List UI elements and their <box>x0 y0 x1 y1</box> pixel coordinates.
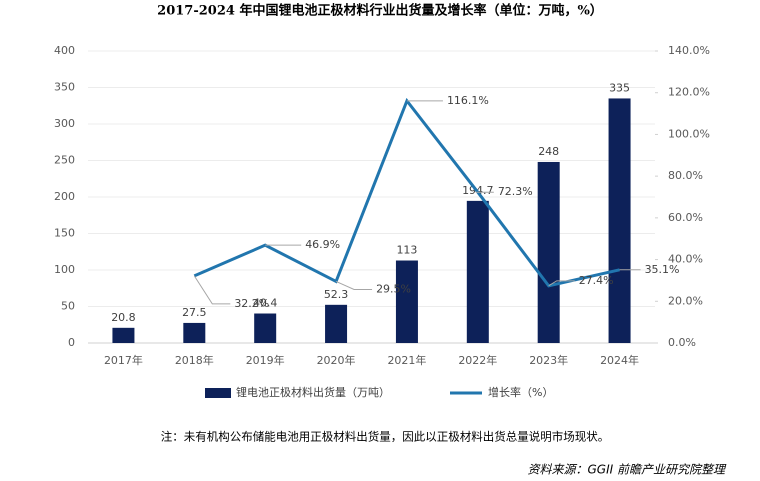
x-tick-label: 2023年 <box>529 353 568 367</box>
x-tick-label: 2024年 <box>600 353 639 367</box>
y-tick-label: 200 <box>54 190 75 203</box>
line-label: 72.3% <box>498 185 533 198</box>
source: 资料来源：GGII 前瞻产业研究院整理 <box>528 463 727 477</box>
leader-line <box>548 280 575 287</box>
y2-tick-label: 80.0% <box>668 169 703 182</box>
bar-label: 52.3 <box>324 288 349 301</box>
bar-label: 20.8 <box>111 311 136 324</box>
note: 注：未有机构公布储能电池用正极材料出货量，因此以正极材料出货总量说明市场现状。 <box>161 430 610 444</box>
bar-label: 248 <box>538 145 559 158</box>
y-tick-label: 50 <box>61 300 75 313</box>
y-tick-label: 250 <box>54 154 75 167</box>
bar-label: 113 <box>396 244 417 257</box>
x-tick-label: 2020年 <box>317 353 356 367</box>
legend-label: 增长率（%） <box>488 385 553 399</box>
y-tick-label: 300 <box>54 117 75 130</box>
line-label: 32.2% <box>234 297 269 310</box>
y-tick-label: 100 <box>54 263 75 276</box>
y2-tick-label: 140.0% <box>668 44 710 57</box>
line-label: 46.9% <box>305 238 340 251</box>
line-label: 29.5% <box>376 282 411 295</box>
line-label: 27.4% <box>579 274 614 287</box>
x-tick-label: 2022年 <box>458 353 497 367</box>
legend-swatch <box>205 388 231 398</box>
x-tick-label: 2018年 <box>175 353 214 367</box>
y2-tick-label: 100.0% <box>668 127 710 140</box>
chart-title: 2017-2024 年中国锂电池正极材料行业出货量及增长率（单位：万吨，%） <box>157 3 603 19</box>
leader-line <box>193 275 231 305</box>
bar-label: 335 <box>609 81 630 94</box>
y2-tick-label: 120.0% <box>668 86 710 99</box>
line-label: 35.1% <box>645 263 680 276</box>
bar <box>466 200 489 343</box>
bar-label: 40.4 <box>253 297 278 310</box>
y-tick-label: 400 <box>54 44 75 57</box>
line-label: 116.1% <box>447 94 489 107</box>
y2-tick-label: 40.0% <box>668 253 703 266</box>
legend-label: 锂电池正极材料出货量（万吨） <box>236 385 390 399</box>
x-tick-label: 2021年 <box>387 353 426 367</box>
bar <box>254 313 277 343</box>
y-tick-label: 150 <box>54 227 75 240</box>
y2-tick-label: 0.0% <box>668 336 696 349</box>
y-tick-label: 350 <box>54 81 75 94</box>
bar <box>537 161 560 343</box>
bar <box>112 327 135 343</box>
bar <box>608 98 631 343</box>
y-tick-label: 0 <box>68 336 75 349</box>
x-tick-label: 2017年 <box>104 353 143 367</box>
y2-tick-label: 60.0% <box>668 211 703 224</box>
bar <box>183 322 206 343</box>
y2-tick-label: 20.0% <box>668 294 703 307</box>
x-tick-label: 2019年 <box>246 353 285 367</box>
bar-label: 27.5 <box>182 306 207 319</box>
bar <box>395 260 418 343</box>
leader-line <box>335 281 373 290</box>
bar <box>325 304 348 343</box>
